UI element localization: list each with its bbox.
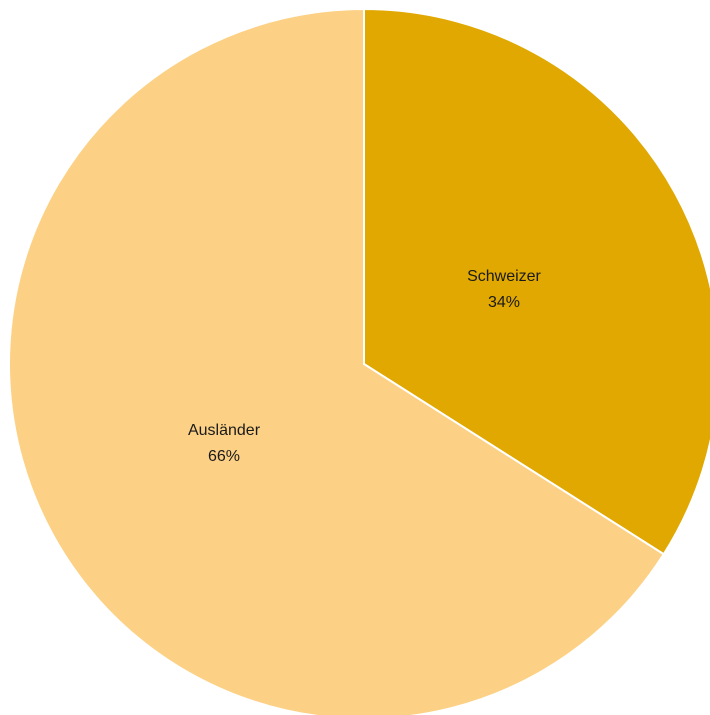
slice-category-label: Ausländer [188, 422, 261, 439]
slice-percent-label: 66% [208, 448, 240, 465]
pie-slice-ausl-nder [8, 7, 666, 715]
slice-percent-label: 34% [488, 294, 520, 311]
slice-category-label: Schweizer [467, 268, 541, 285]
